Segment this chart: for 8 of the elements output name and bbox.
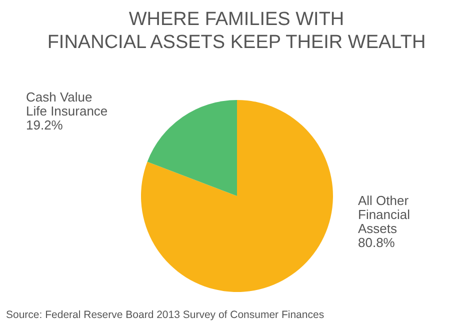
source-note: Source: Federal Reserve Board 2013 Survey of Consumer Finances (6, 309, 324, 321)
slice-label: All Other Financial Assets (358, 192, 410, 236)
data-label: 19.2% (26, 118, 64, 133)
chart-title: WHERE FAMILIES WITH FINANCIAL ASSETS KEEP THEIR WEALTH (47, 9, 426, 53)
pie-slice (141, 100, 333, 292)
slice-label: Cash Value Life Insurance (26, 90, 108, 119)
pie-slice (147, 100, 237, 196)
data-label: 80.8% (358, 234, 396, 250)
